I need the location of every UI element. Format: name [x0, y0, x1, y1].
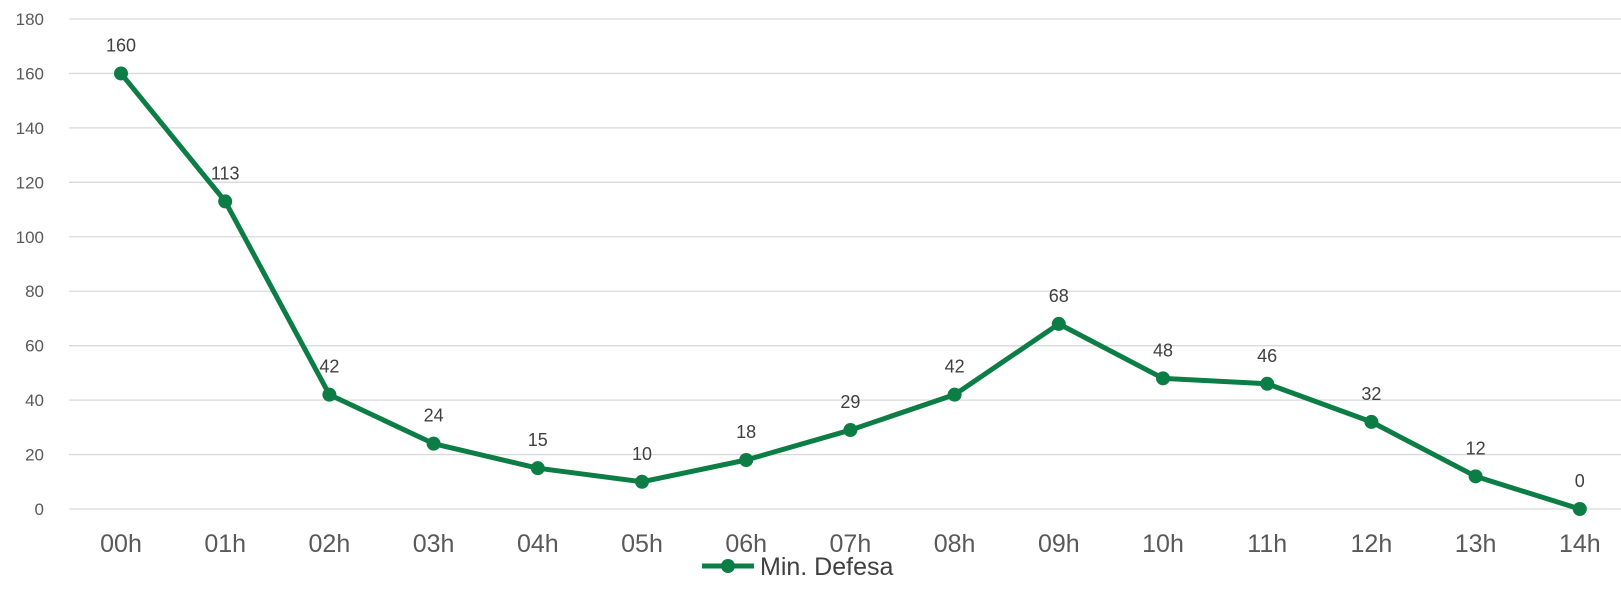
x-tick-label: 06h [725, 530, 767, 558]
data-label: 160 [106, 35, 136, 55]
data-point [322, 387, 337, 402]
data-point [1468, 469, 1483, 484]
legend: Min. Defesa [702, 553, 893, 581]
data-label: 68 [1049, 286, 1069, 306]
data-point [1260, 376, 1275, 391]
legend-point-marker [721, 559, 735, 573]
data-label: 113 [211, 163, 240, 183]
x-tick-label: 07h [830, 530, 872, 558]
data-point [739, 453, 754, 467]
y-tick-label: 140 [16, 119, 44, 138]
data-point [530, 461, 545, 476]
data-point [1051, 316, 1066, 331]
x-tick-label: 01h [204, 530, 246, 558]
y-tick-label: 120 [16, 173, 44, 192]
data-point [635, 474, 649, 489]
y-tick-label: 80 [25, 282, 44, 301]
data-point [114, 66, 128, 81]
y-tick-label: 0 [35, 500, 44, 519]
x-axis-ticks: 00h 01h 02h 03h 04h 05h 06h 07h 08h 09h 10h 11h 12h 1… [100, 530, 1601, 558]
x-tick-label: 02h [309, 530, 351, 558]
x-tick-label: 11h [1247, 530, 1287, 558]
y-axis-ticks: 0 20 40 60 80 100 120 140 160 180 [16, 10, 44, 519]
data-label: 32 [1361, 384, 1381, 404]
x-tick-label: 08h [934, 530, 976, 558]
data-label: 15 [528, 430, 548, 450]
x-tick-label: 14h [1559, 530, 1601, 558]
x-tick-label: 04h [517, 530, 559, 558]
data-labels: 160 113 42 24 15 10 18 29 42 68 48 46 32 12 0 [106, 35, 1585, 491]
x-tick-label: 13h [1455, 530, 1497, 558]
data-point [1156, 371, 1170, 386]
data-point [947, 387, 962, 402]
x-tick-label: 00h [100, 530, 142, 558]
x-tick-label: 12h [1351, 530, 1393, 558]
data-label: 46 [1257, 346, 1277, 366]
x-tick-label: 09h [1038, 530, 1080, 558]
y-tick-label: 20 [25, 446, 44, 465]
data-point [843, 423, 858, 438]
legend-label: Min. Defesa [760, 553, 893, 581]
data-point [1572, 502, 1587, 516]
data-label: 42 [319, 357, 339, 377]
y-tick-label: 60 [25, 337, 44, 356]
data-label: 42 [945, 357, 965, 377]
data-point [218, 194, 233, 209]
data-label: 24 [424, 406, 444, 426]
y-tick-label: 180 [16, 10, 44, 29]
data-point [426, 436, 441, 451]
x-tick-label: 10h [1142, 530, 1184, 558]
data-label: 29 [840, 392, 860, 412]
y-tick-label: 100 [16, 228, 44, 247]
gridlines [69, 18, 1621, 510]
y-tick-label: 160 [16, 64, 44, 83]
x-tick-label: 05h [621, 530, 663, 558]
x-tick-label: 03h [413, 530, 455, 558]
data-label: 10 [632, 444, 652, 464]
data-label: 48 [1153, 340, 1173, 360]
data-point [1364, 414, 1379, 429]
y-tick-label: 40 [25, 391, 44, 410]
data-label: 12 [1466, 438, 1486, 458]
data-label: 0 [1575, 471, 1585, 491]
data-label: 18 [736, 422, 756, 442]
series-min-defesa [114, 66, 1587, 516]
